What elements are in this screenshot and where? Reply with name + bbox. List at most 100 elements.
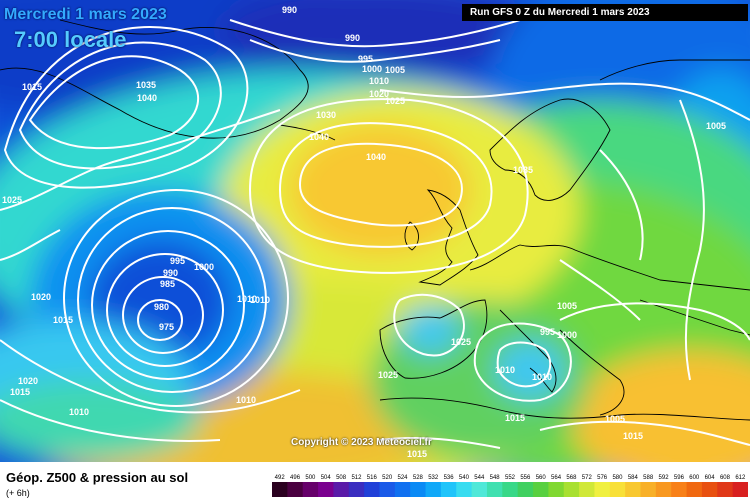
scale-swatch bbox=[287, 482, 304, 497]
pressure-label: 980 bbox=[154, 302, 169, 312]
pressure-label: 1005 bbox=[557, 301, 577, 311]
scale-swatch bbox=[701, 482, 718, 497]
color-scale: 492 496 500 504 508 512 516 520 524 528 532 536 540 5… bbox=[272, 475, 748, 497]
date-label: Mercredi 1 mars 2023 bbox=[4, 6, 167, 23]
pressure-label: 1015 bbox=[10, 387, 30, 397]
pressure-label: 1005 bbox=[605, 414, 625, 424]
pressure-label: 1000 bbox=[362, 64, 382, 74]
scale-swatch bbox=[318, 482, 334, 497]
scale-tick-label: 612 bbox=[735, 475, 746, 481]
scale-swatch bbox=[671, 482, 688, 497]
pressure-label: 1005 bbox=[706, 121, 726, 131]
scale-swatch bbox=[640, 482, 657, 497]
pressure-label: 1040 bbox=[137, 93, 157, 103]
pressure-label: 1000 bbox=[194, 262, 214, 272]
pressure-label: 1005 bbox=[385, 65, 405, 75]
scale-swatch bbox=[655, 482, 672, 497]
pressure-label: 1025 bbox=[385, 96, 405, 106]
scale-swatch bbox=[502, 482, 519, 497]
pressure-label: 1010 bbox=[236, 395, 256, 405]
scale-swatch bbox=[686, 482, 703, 497]
pressure-label: 1000 bbox=[557, 330, 577, 340]
pressure-label: 1015 bbox=[407, 449, 427, 459]
scale-swatch bbox=[272, 482, 288, 497]
scale-tick-label: 508 bbox=[336, 475, 347, 481]
scale-tick-label: 576 bbox=[597, 475, 608, 481]
scale-tick-label: 600 bbox=[689, 475, 700, 481]
local-time-label: 7:00 locale bbox=[14, 27, 127, 52]
scale-swatch bbox=[717, 482, 734, 497]
scale-swatch bbox=[609, 482, 626, 497]
isobars bbox=[0, 19, 750, 449]
scale-tick-label: 572 bbox=[582, 475, 593, 481]
scale-tick-label: 528 bbox=[413, 475, 424, 481]
scale-swatch bbox=[625, 482, 642, 497]
pressure-label: 1025 bbox=[378, 370, 398, 380]
pressure-label: 1035 bbox=[513, 165, 533, 175]
scale-tick-label: 524 bbox=[398, 475, 409, 481]
pressure-label: 1010 bbox=[237, 294, 257, 304]
pressure-label: 990 bbox=[282, 5, 297, 15]
scale-tick-label: 560 bbox=[536, 475, 547, 481]
scale-tick-label: 548 bbox=[490, 475, 501, 481]
scale-tick-label: 588 bbox=[643, 475, 654, 481]
pressure-label: 995 bbox=[540, 327, 555, 337]
scale-tick-label: 592 bbox=[659, 475, 670, 481]
pressure-label: 985 bbox=[160, 279, 175, 289]
pressure-label: 1040 bbox=[309, 132, 329, 142]
scale-tick-label: 512 bbox=[351, 475, 362, 481]
scale-swatch bbox=[563, 482, 580, 497]
scale-tick-label: 584 bbox=[628, 475, 639, 481]
scale-tick-label: 596 bbox=[674, 475, 685, 481]
scale-swatch bbox=[348, 482, 365, 497]
scale-tick-label: 556 bbox=[520, 475, 531, 481]
pressure-label: 1020 bbox=[31, 292, 51, 302]
scale-tick-label: 516 bbox=[367, 475, 378, 481]
scale-swatch bbox=[548, 482, 565, 497]
pressure-label: 1010 bbox=[69, 407, 89, 417]
scale-tick-label: 604 bbox=[705, 475, 716, 481]
pressure-label: 1030 bbox=[316, 110, 336, 120]
scale-swatch bbox=[302, 482, 319, 497]
pressure-label: 1035 bbox=[136, 80, 156, 90]
scale-swatch bbox=[333, 482, 350, 497]
scale-swatch bbox=[594, 482, 611, 497]
scale-tick-label: 536 bbox=[444, 475, 455, 481]
pressure-label: 1010 bbox=[495, 365, 515, 375]
scale-swatch bbox=[440, 482, 457, 497]
pressure-label: 1010 bbox=[250, 295, 270, 305]
pressure-label: 1015 bbox=[623, 431, 643, 441]
scale-tick-label: 520 bbox=[382, 475, 393, 481]
legend-title: Géop. Z500 & pression au sol bbox=[6, 470, 189, 485]
pressure-label: 995 bbox=[358, 54, 373, 64]
scale-swatch bbox=[364, 482, 380, 497]
pressure-label: 990 bbox=[345, 33, 360, 43]
scale-tick-label: 552 bbox=[505, 475, 516, 481]
pressure-label: 1020 bbox=[18, 376, 38, 386]
pressure-label: 995 bbox=[170, 256, 185, 266]
scale-swatch bbox=[379, 482, 396, 497]
scale-tick-label: 540 bbox=[459, 475, 470, 481]
scale-tick-label: 532 bbox=[428, 475, 439, 481]
scale-tick-label: 564 bbox=[551, 475, 562, 481]
scale-tick-label: 580 bbox=[612, 475, 623, 481]
pressure-label: 1020 bbox=[369, 89, 389, 99]
pressure-label: 1015 bbox=[505, 413, 525, 423]
scale-tick-label: 500 bbox=[305, 475, 316, 481]
scale-swatch bbox=[425, 482, 442, 497]
scale-swatch bbox=[471, 482, 488, 497]
pressure-label: 990 bbox=[163, 268, 178, 278]
scale-swatch bbox=[394, 482, 411, 497]
scale-swatch bbox=[732, 482, 748, 497]
scale-swatch bbox=[579, 482, 595, 497]
pressure-label: 1015 bbox=[53, 315, 73, 325]
scale-swatch bbox=[486, 482, 503, 497]
pressure-label: 1010 bbox=[532, 372, 552, 382]
legend-subtitle: (+ 6h) bbox=[6, 488, 30, 498]
scale-tick-label: 568 bbox=[566, 475, 577, 481]
pressure-label: 975 bbox=[159, 322, 174, 332]
copyright: Copyright © 2023 Meteociel.fr bbox=[291, 437, 432, 448]
run-info: Run GFS 0 Z du Mercredi 1 mars 2023 bbox=[462, 4, 748, 21]
